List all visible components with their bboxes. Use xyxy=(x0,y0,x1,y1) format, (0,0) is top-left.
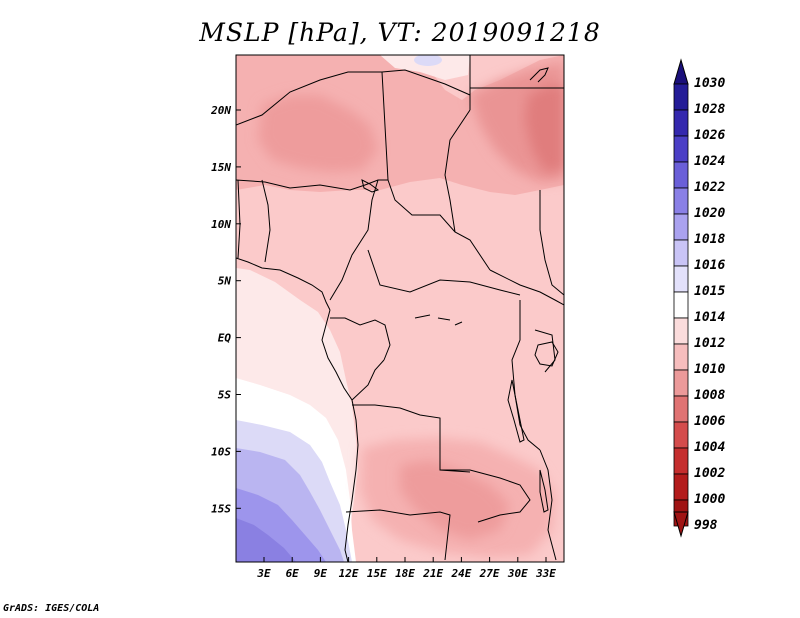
border-nigeria xyxy=(236,179,388,191)
shade-1008-south xyxy=(400,460,510,540)
country-borders xyxy=(236,55,564,562)
colorbar-label: 1006 xyxy=(694,414,726,429)
lon-label: 27E xyxy=(479,567,500,580)
colorbar-label: 1000 xyxy=(694,492,726,507)
latitude-axis: 20N 15N 10N 5N EQ 5S 10S 15S xyxy=(210,104,241,515)
map-frame xyxy=(235,54,565,563)
lon-label: 18E xyxy=(395,567,415,580)
lon-label: 30E xyxy=(507,567,528,580)
colorbar-segment xyxy=(673,317,689,345)
colorbar-label: 1004 xyxy=(694,440,726,455)
border-zambia xyxy=(440,469,531,523)
drc-lakes xyxy=(414,314,463,326)
colorbar-label: 1008 xyxy=(694,388,726,403)
lon-label: 21E xyxy=(422,567,443,580)
colorbar-label: 1014 xyxy=(694,310,726,325)
coastline-west-africa xyxy=(236,257,331,311)
colorbar-segment xyxy=(673,135,689,163)
lat-label: 15S xyxy=(211,502,231,515)
shade-1008-northwest xyxy=(258,95,378,172)
lat-label: 5S xyxy=(218,389,232,402)
lat-label: 20N xyxy=(210,104,231,117)
lat-label: 5N xyxy=(218,275,232,288)
shade-1016-north xyxy=(414,55,442,66)
colorbar-segment xyxy=(673,265,689,293)
border-tanzania xyxy=(539,449,557,561)
lon-label: 24E xyxy=(450,567,471,580)
longitude-axis: 3E 6E 9E 12E 15E 18E 21E 24E 27E 30E 33E xyxy=(256,557,556,580)
lon-label: 15E xyxy=(367,567,387,580)
colorbar-label: 1012 xyxy=(694,336,726,351)
lat-label: EQ xyxy=(218,332,232,345)
colorbar-segment xyxy=(673,473,689,501)
colorbar-label: 1028 xyxy=(694,102,726,117)
border-car-south xyxy=(367,249,521,296)
colorbar-label: 1022 xyxy=(694,180,726,195)
colorbar-label: 1010 xyxy=(694,362,726,377)
credit-text: GrADS: IGES/COLA xyxy=(3,603,100,614)
colorbar-label: 1015 xyxy=(694,284,726,299)
border-chad-sudan xyxy=(444,109,471,233)
border-ethiopia xyxy=(539,190,564,296)
colorbar-label: 1024 xyxy=(694,154,726,169)
border-benin-togo xyxy=(237,179,241,259)
border-south-sudan xyxy=(489,269,564,306)
lat-label: 15N xyxy=(211,161,231,174)
lake-victoria xyxy=(534,341,559,367)
coastline-central-africa xyxy=(321,309,359,562)
colorbar-bottom-arrow xyxy=(673,511,689,538)
border-gabon-congo xyxy=(330,317,391,361)
colorbar-segment xyxy=(673,83,689,111)
lake-tanganyika xyxy=(507,379,525,443)
colorbar-segment xyxy=(673,291,689,319)
lat-label: 10N xyxy=(211,218,231,231)
colorbar-label: 1016 xyxy=(694,258,726,273)
shade-1006-northeast xyxy=(525,85,564,172)
lon-label: 12E xyxy=(339,567,359,580)
lake-malawi xyxy=(539,469,549,513)
colorbar-segment xyxy=(673,161,689,189)
colorbar-label: 1030 xyxy=(694,76,726,91)
colorbar-label: 1026 xyxy=(694,128,726,143)
colorbar-label: 1002 xyxy=(694,466,726,481)
coastline-red-sea xyxy=(529,67,549,83)
border-chad-car xyxy=(387,179,491,271)
lon-label: 33E xyxy=(535,567,556,580)
border-angola-namibia xyxy=(345,509,451,561)
map-title: MSLP [hPa], VT: 2019091218 xyxy=(199,18,601,47)
colorbar xyxy=(673,58,689,538)
colorbar-label: 1018 xyxy=(694,232,726,247)
shade-1014-north xyxy=(380,55,470,80)
border-cameroon xyxy=(329,179,379,301)
colorbar-segment xyxy=(673,109,689,137)
border-drc-west xyxy=(351,359,385,401)
colorbar-label: 998 xyxy=(694,518,718,533)
lake-chad xyxy=(361,179,380,193)
pressure-field xyxy=(236,55,564,562)
colorbar-segment xyxy=(673,395,689,423)
shade-1022 xyxy=(236,518,296,562)
lon-label: 3E xyxy=(256,567,271,580)
border-niger-chad xyxy=(381,69,471,110)
lat-label: 10S xyxy=(211,445,231,458)
lon-label: 6E xyxy=(286,567,300,580)
colorbar-segment xyxy=(673,239,689,267)
colorbar-label: 1020 xyxy=(694,206,726,221)
colorbar-top-arrow xyxy=(673,58,689,85)
colorbar-segment xyxy=(673,187,689,215)
border-ghana xyxy=(261,179,271,263)
colorbar-segment xyxy=(673,343,689,371)
colorbar-segment xyxy=(673,421,689,449)
colorbar-segment xyxy=(673,369,689,397)
colorbar-segment xyxy=(673,447,689,475)
lon-label: 9E xyxy=(314,567,328,580)
colorbar-segment xyxy=(673,213,689,241)
